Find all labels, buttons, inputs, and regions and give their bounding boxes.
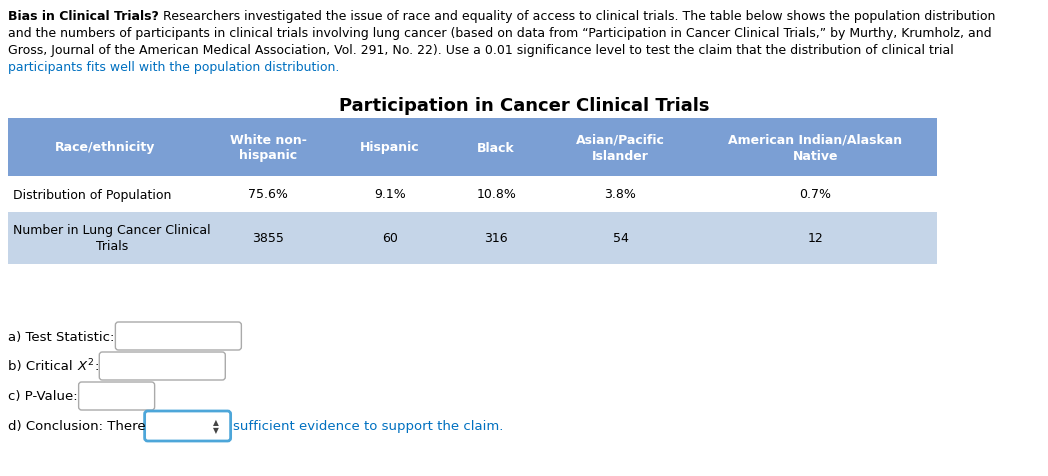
Bar xyxy=(694,177,937,213)
Text: 75.6%: 75.6% xyxy=(248,188,288,201)
Text: Hispanic: Hispanic xyxy=(361,141,419,154)
Bar xyxy=(547,213,694,265)
Bar xyxy=(445,213,547,265)
Bar xyxy=(694,119,937,177)
Text: Race/ethnicity: Race/ethnicity xyxy=(54,141,155,154)
Text: 10.8%: 10.8% xyxy=(476,188,516,201)
Text: ▲: ▲ xyxy=(213,417,219,426)
Text: ▼: ▼ xyxy=(213,426,219,435)
Bar xyxy=(445,119,547,177)
Text: Gross, Journal of the American Medical Association, Vol. 291, No. 22). Use a 0.0: Gross, Journal of the American Medical A… xyxy=(8,44,954,57)
Bar xyxy=(334,177,445,213)
Text: d) Conclusion: There: d) Conclusion: There xyxy=(8,420,146,433)
Bar xyxy=(547,177,694,213)
Bar xyxy=(8,177,202,213)
Text: sufficient evidence to support the claim.: sufficient evidence to support the claim… xyxy=(233,420,503,433)
Text: 3.8%: 3.8% xyxy=(605,188,636,201)
Bar xyxy=(334,119,445,177)
Text: Researchers investigated the issue of race and equality of access to clinical tr: Researchers investigated the issue of ra… xyxy=(159,10,996,23)
FancyBboxPatch shape xyxy=(145,411,231,441)
Text: c) P-Value:: c) P-Value: xyxy=(8,390,78,403)
Text: 54: 54 xyxy=(612,232,629,245)
Text: b) Critical: b) Critical xyxy=(8,360,77,373)
Text: 9.1%: 9.1% xyxy=(374,188,406,201)
Text: $X^2$: $X^2$ xyxy=(77,357,94,374)
Text: Asian/Pacific
Islander: Asian/Pacific Islander xyxy=(576,133,664,162)
Text: White non-
hispanic: White non- hispanic xyxy=(230,133,306,162)
Text: American Indian/Alaskan
Native: American Indian/Alaskan Native xyxy=(728,133,902,162)
Bar xyxy=(202,177,334,213)
Text: a) Test Statistic:: a) Test Statistic: xyxy=(8,330,114,343)
Text: 3855: 3855 xyxy=(253,232,284,245)
Text: 316: 316 xyxy=(484,232,508,245)
Text: :: : xyxy=(94,360,99,373)
Bar xyxy=(8,213,202,265)
Bar xyxy=(8,119,202,177)
Text: 0.7%: 0.7% xyxy=(800,188,831,201)
Text: Distribution of Population: Distribution of Population xyxy=(13,188,172,201)
Text: Participation in Cancer Clinical Trials: Participation in Cancer Clinical Trials xyxy=(339,97,709,115)
Bar xyxy=(202,213,334,265)
Text: 12: 12 xyxy=(808,232,824,245)
Bar xyxy=(445,177,547,213)
FancyBboxPatch shape xyxy=(115,322,241,350)
Bar xyxy=(202,119,334,177)
Bar xyxy=(334,213,445,265)
Text: Black: Black xyxy=(477,141,515,154)
Text: Bias in Clinical Trials?: Bias in Clinical Trials? xyxy=(8,10,159,23)
FancyBboxPatch shape xyxy=(79,382,155,410)
Text: 60: 60 xyxy=(381,232,398,245)
Text: and the numbers of participants in clinical trials involving lung cancer (based : and the numbers of participants in clini… xyxy=(8,27,991,40)
Text: participants fits well with the population distribution.: participants fits well with the populati… xyxy=(8,61,340,74)
Bar xyxy=(547,119,694,177)
FancyBboxPatch shape xyxy=(100,352,225,380)
Text: Number in Lung Cancer Clinical
Trials: Number in Lung Cancer Clinical Trials xyxy=(13,224,211,253)
Bar xyxy=(694,213,937,265)
